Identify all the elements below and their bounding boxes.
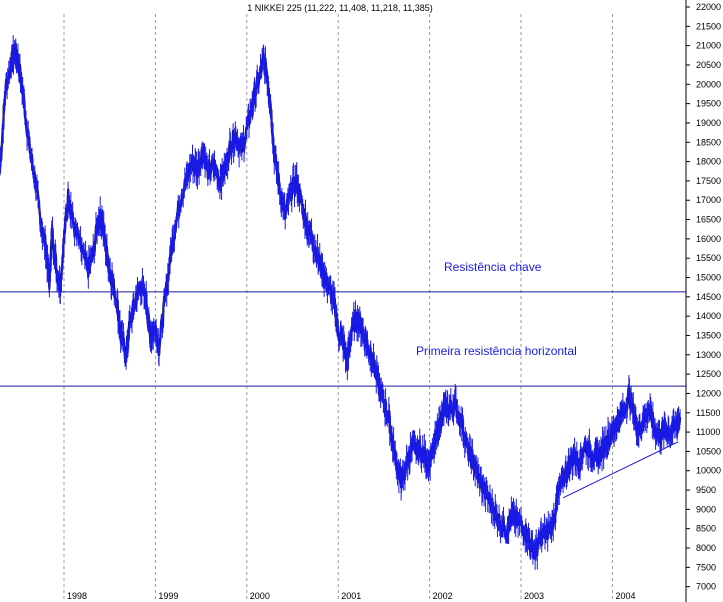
price-series [0, 35, 682, 570]
trendline [562, 441, 679, 499]
y-tick-label: 7000 [696, 582, 716, 592]
y-tick-label: 12500 [696, 369, 721, 379]
y-tick-label: 17500 [696, 176, 721, 186]
resistance-key-label: Resistência chave [444, 260, 542, 274]
x-tick-label: 1999 [158, 591, 178, 601]
x-tick-label: 1998 [67, 591, 87, 601]
y-tick-label: 15000 [696, 273, 721, 283]
y-tick-label: 14500 [696, 292, 721, 302]
y-tick-label: 16500 [696, 215, 721, 225]
y-tick-label: 17000 [696, 195, 721, 205]
y-tick-label: 18000 [696, 157, 721, 167]
y-tick-label: 11000 [696, 427, 720, 437]
chart-title: 1 NIKKEI 225 (11,222, 11,408, 11,218, 11… [247, 3, 432, 13]
first-resistance-label: Primeira resistência horizontal [416, 344, 577, 358]
y-tick-label: 19500 [696, 99, 721, 109]
y-tick-label: 9000 [696, 504, 716, 514]
support-trendline [562, 441, 679, 499]
y-tick-label: 20500 [696, 60, 721, 70]
y-tick-label: 7500 [696, 562, 716, 572]
y-tick-label: 9500 [696, 485, 716, 495]
y-tick-label: 8000 [696, 543, 716, 553]
y-tick-label: 16000 [696, 234, 721, 244]
x-tick-label: 2000 [250, 591, 270, 601]
y-tick-label: 14000 [696, 311, 721, 321]
y-tick-label: 18500 [696, 137, 721, 147]
y-tick-label: 10500 [696, 446, 721, 456]
x-axis: 1998 1999 2000 2001 2002 2003 2004 [67, 591, 635, 601]
y-tick-label: 20000 [696, 79, 721, 89]
y-tick-label: 12000 [696, 388, 721, 398]
x-tick-label: 2002 [433, 591, 453, 601]
y-tick-label: 21500 [696, 21, 721, 31]
y-axis: 6500700075008000850090009500100001050011… [686, 2, 721, 602]
y-tick-label: 21000 [696, 41, 721, 51]
y-tick-label: 10000 [696, 466, 721, 476]
y-tick-label: 19000 [696, 118, 721, 128]
y-tick-label: 8500 [696, 524, 716, 534]
x-tick-label: 2004 [615, 591, 635, 601]
x-tick-label: 2003 [524, 591, 544, 601]
x-tick-label: 2001 [341, 591, 361, 601]
x-grid-lines [63, 14, 613, 602]
y-tick-label: 11500 [696, 408, 720, 418]
y-tick-label: 22000 [696, 2, 721, 12]
y-tick-label: 15500 [696, 253, 721, 263]
y-tick-label: 13500 [696, 330, 721, 340]
y-tick-label: 13000 [696, 350, 721, 360]
